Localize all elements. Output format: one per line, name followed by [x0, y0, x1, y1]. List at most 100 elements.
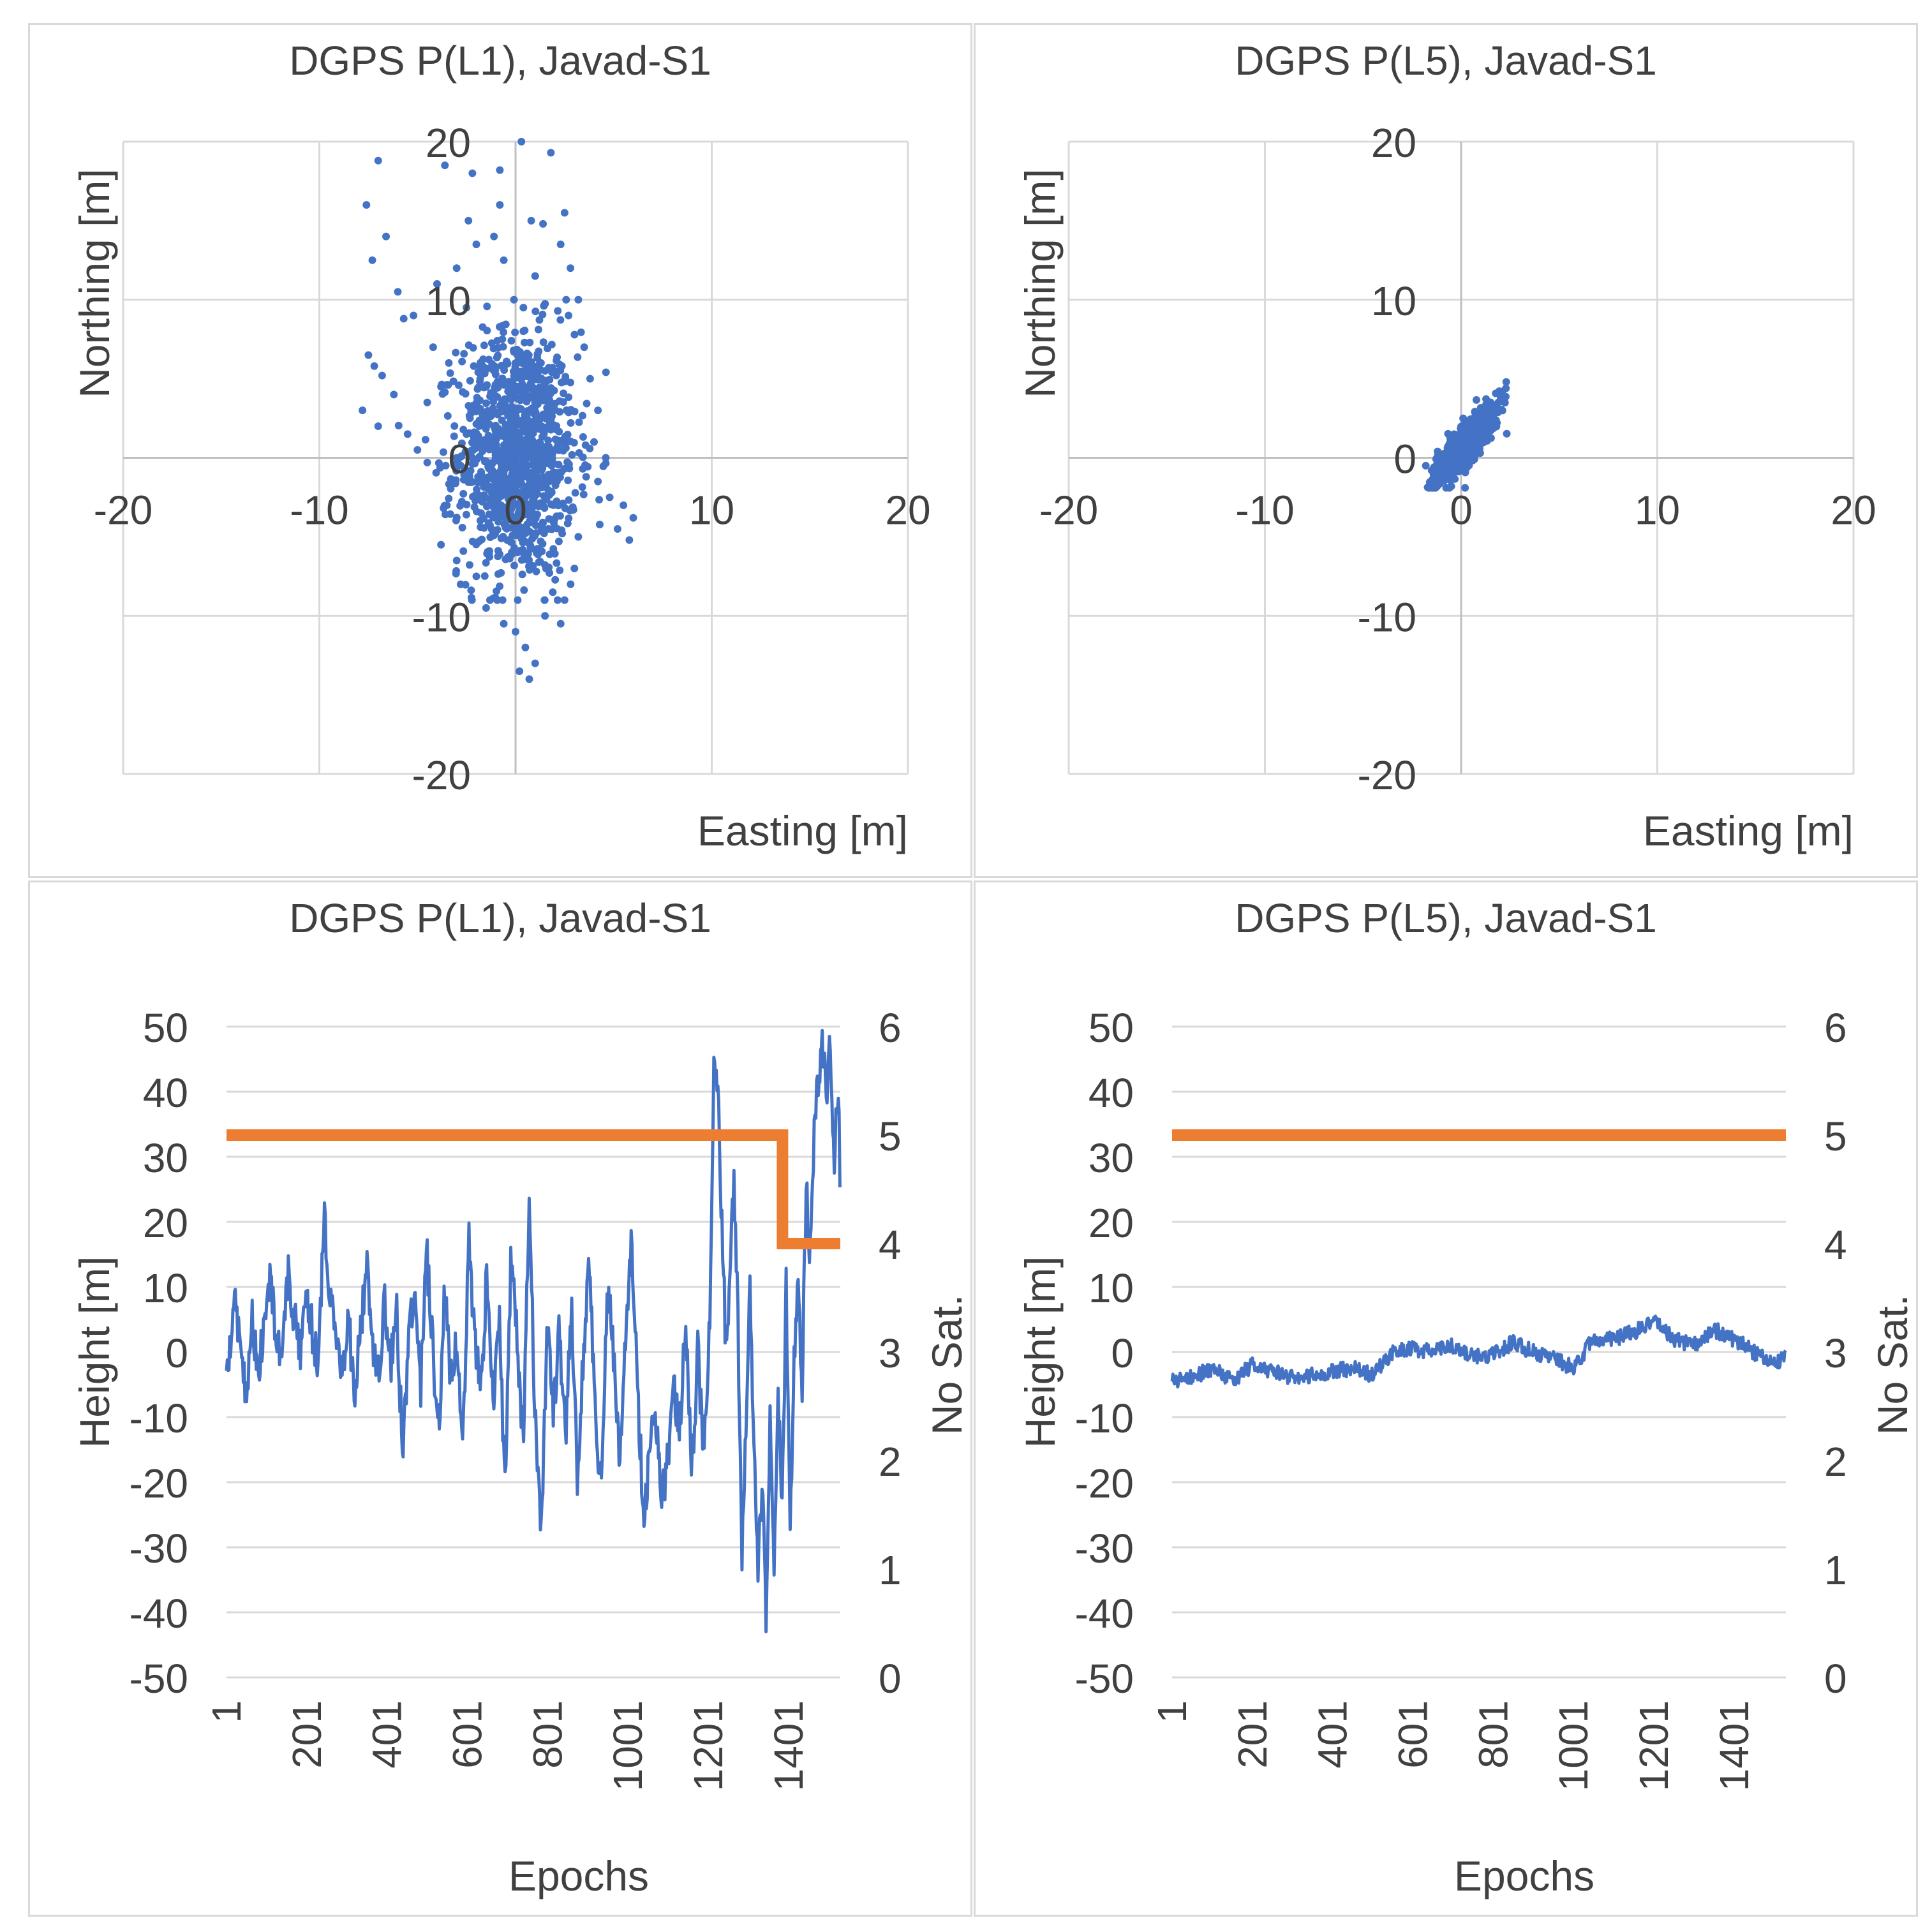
x-axis-label: Epochs: [1454, 1852, 1594, 1899]
data-point: [524, 490, 532, 498]
data-point: [480, 457, 489, 466]
data-point: [1456, 464, 1464, 472]
data-point: [539, 338, 547, 346]
data-point: [1457, 457, 1466, 466]
data-point: [493, 435, 501, 443]
data-point: [456, 502, 464, 510]
data-point: [544, 436, 553, 445]
data-point: [570, 438, 578, 447]
data-point: [468, 169, 477, 177]
y-tick-label: -30: [130, 1526, 189, 1572]
data-point: [541, 480, 549, 489]
data-point: [507, 505, 516, 513]
data-point: [452, 516, 460, 524]
y-tick-label: -20: [1358, 752, 1417, 798]
data-point: [394, 288, 402, 296]
y-tick-label: 0: [1393, 436, 1416, 482]
x-axis-label: Easting [m]: [1643, 807, 1854, 854]
data-point: [602, 454, 610, 462]
data-point: [1436, 479, 1444, 487]
data-point: [487, 389, 495, 398]
data-point: [437, 540, 445, 549]
y-tick-label: 20: [143, 1200, 188, 1246]
data-point: [511, 328, 519, 336]
data-point: [507, 538, 515, 546]
data-point: [482, 399, 490, 408]
data-point: [510, 561, 518, 570]
data-point: [586, 375, 594, 383]
data-point: [574, 353, 582, 361]
data-point: [517, 533, 525, 542]
data-point: [554, 307, 562, 315]
data-point: [496, 201, 504, 209]
data-point: [504, 494, 512, 503]
data-point: [1461, 484, 1469, 492]
data-point: [1482, 395, 1490, 403]
data-point: [521, 643, 530, 651]
y2-axis-label: No Sat.: [923, 1295, 970, 1435]
data-point: [399, 315, 408, 323]
height-chart-l1: DGPS P(L1), Javad-S150403020100-10-20-30…: [71, 895, 970, 1899]
data-point: [555, 360, 563, 369]
y2-tick-label: 4: [1824, 1222, 1847, 1268]
data-point: [530, 403, 538, 412]
data-point: [531, 521, 540, 530]
data-point: [476, 517, 484, 525]
data-point: [518, 570, 526, 579]
data-point: [1487, 424, 1495, 432]
data-point: [482, 604, 490, 612]
data-point: [510, 435, 518, 443]
data-point: [435, 459, 443, 467]
data-point: [439, 448, 447, 456]
data-point: [512, 628, 519, 636]
x-tick-label: 401: [364, 1700, 410, 1769]
data-point: [542, 496, 551, 504]
data-point: [539, 310, 547, 318]
data-point: [543, 459, 551, 468]
data-point: [497, 534, 505, 542]
data-point: [432, 468, 440, 477]
data-point: [1489, 405, 1497, 413]
data-point: [547, 406, 556, 415]
data-point: [557, 468, 565, 476]
data-point: [374, 422, 382, 430]
data-point: [509, 465, 517, 473]
data-point: [494, 547, 502, 555]
data-point: [507, 337, 516, 345]
data-point: [1476, 424, 1484, 432]
data-point: [570, 331, 579, 339]
data-point: [462, 510, 470, 519]
x-tick-label: 401: [1310, 1700, 1356, 1769]
data-point: [487, 488, 496, 496]
data-point: [495, 323, 503, 331]
y-tick-label: -30: [1075, 1526, 1134, 1572]
x-tick-label: -20: [94, 487, 153, 533]
data-point: [586, 445, 594, 453]
x-tick-label: 1001: [605, 1700, 651, 1791]
data-point: [554, 502, 563, 510]
data-point: [532, 529, 540, 537]
x-tick-label: 1401: [1711, 1700, 1757, 1791]
data-point: [528, 470, 537, 479]
data-point: [556, 316, 565, 324]
data-point: [590, 438, 598, 446]
data-points: [1422, 378, 1511, 492]
y2-axis-label: No Sat.: [1869, 1295, 1916, 1435]
data-point: [484, 473, 492, 482]
data-point: [1430, 472, 1438, 480]
data-point: [1457, 447, 1466, 455]
data-point: [514, 509, 523, 517]
data-point: [547, 500, 555, 509]
data-point: [489, 404, 497, 412]
data-point: [561, 433, 569, 441]
data-point: [556, 620, 565, 628]
data-point: [524, 449, 533, 457]
data-point: [529, 388, 537, 396]
data-point: [477, 523, 485, 531]
data-point: [473, 385, 482, 393]
data-point: [472, 572, 480, 581]
data-point: [374, 156, 382, 165]
data-point: [533, 412, 542, 420]
y-tick-label: 40: [143, 1070, 188, 1116]
data-point: [543, 390, 551, 398]
